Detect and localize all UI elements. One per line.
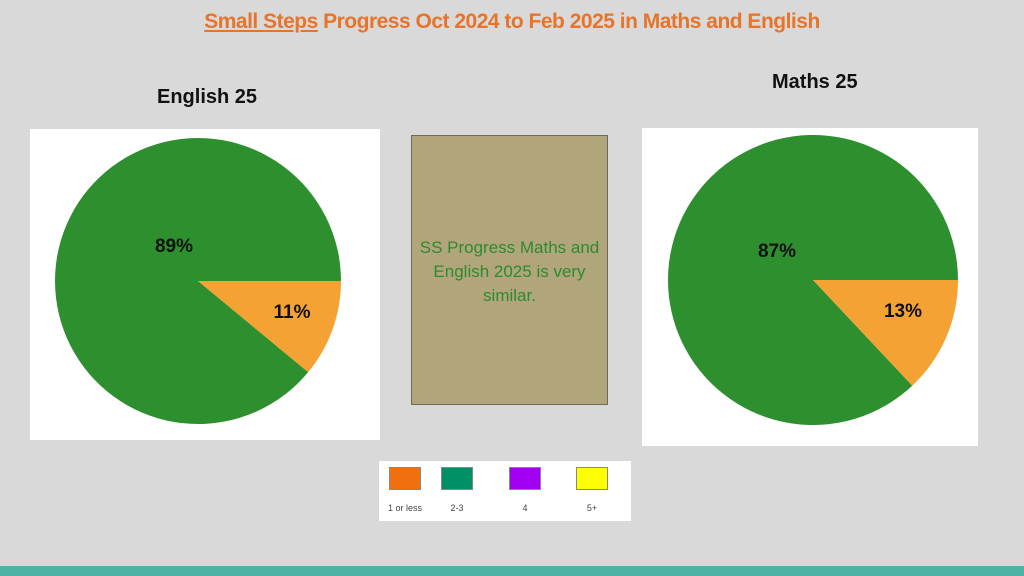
bottom-accent-bar: [0, 566, 1024, 576]
legend-item-2-3: 2-3: [432, 467, 482, 513]
maths-slice-label-2: 13%: [884, 301, 922, 322]
summary-note: SS Progress Maths and English 2025 is ve…: [411, 135, 608, 405]
legend: 1 or less 2-3 4 5+: [379, 461, 631, 521]
legend-item-4: 4: [500, 467, 550, 513]
english-pie-panel: 89% 11%: [30, 129, 380, 440]
maths-pie-panel: 87% 13%: [642, 128, 978, 446]
maths-slice-major: [668, 135, 958, 426]
english-pie-chart: 89% 11%: [55, 137, 341, 424]
english-chart-title: English 25: [157, 86, 258, 108]
maths-slice-minor: [813, 280, 958, 386]
legend-item-5-plus: 5+: [567, 467, 617, 513]
maths-slice-label-1: 87%: [758, 241, 796, 262]
maths-pie-chart: 87% 13%: [668, 135, 958, 426]
legend-swatch-5-plus: [576, 467, 608, 490]
legend-label-2-3: 2-3: [450, 503, 464, 513]
legend-item-1-or-less: 1 or less: [380, 467, 430, 513]
english-slice-major: [55, 137, 341, 424]
summary-note-text: SS Progress Maths and English 2025 is ve…: [419, 238, 600, 305]
title-underlined: Small Steps: [204, 10, 318, 33]
legend-label-5-plus: 5+: [586, 503, 598, 513]
maths-chart-title: Maths 25: [772, 71, 858, 93]
legend-swatch-1-or-less: [389, 467, 421, 490]
page-title: Small Steps Progress Oct 2024 to Feb 202…: [0, 10, 1024, 34]
title-rest: Progress Oct 2024 to Feb 2025 in Maths a…: [317, 10, 820, 33]
legend-label-1-or-less: 1 or less: [387, 503, 422, 513]
legend-swatch-4: [509, 467, 541, 490]
legend-swatch-2-3: [441, 467, 473, 490]
english-slice-label-2: 11%: [274, 302, 311, 323]
english-slice-label-1: 89%: [155, 236, 193, 257]
legend-label-4: 4: [522, 503, 528, 513]
english-slice-minor: [198, 281, 341, 373]
